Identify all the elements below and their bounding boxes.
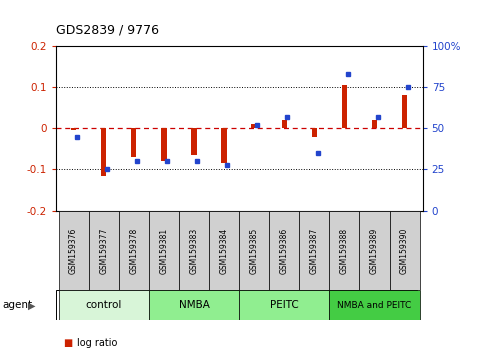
- Bar: [101, 128, 106, 176]
- Bar: [71, 128, 76, 130]
- Bar: [239, 290, 329, 320]
- Text: GSM159378: GSM159378: [129, 227, 138, 274]
- Text: GSM159389: GSM159389: [370, 227, 379, 274]
- Text: GSM159385: GSM159385: [250, 227, 258, 274]
- Text: ■: ■: [63, 338, 72, 348]
- Bar: [252, 124, 257, 128]
- Text: GDS2839 / 9776: GDS2839 / 9776: [56, 23, 158, 36]
- Bar: [161, 128, 167, 161]
- Bar: [389, 211, 420, 290]
- Text: PEITC: PEITC: [270, 300, 298, 310]
- Bar: [58, 211, 89, 290]
- Text: ▶: ▶: [28, 300, 36, 310]
- Text: GSM159390: GSM159390: [400, 227, 409, 274]
- Text: log ratio: log ratio: [77, 338, 118, 348]
- Text: GSM159388: GSM159388: [340, 227, 349, 274]
- Bar: [89, 211, 119, 290]
- Text: GSM159386: GSM159386: [280, 227, 289, 274]
- Bar: [341, 85, 347, 128]
- Bar: [312, 128, 317, 137]
- Bar: [149, 211, 179, 290]
- Bar: [329, 290, 420, 320]
- Bar: [299, 211, 329, 290]
- Bar: [119, 211, 149, 290]
- Text: GSM159383: GSM159383: [189, 227, 199, 274]
- Bar: [282, 120, 287, 128]
- Text: agent: agent: [2, 300, 32, 310]
- Bar: [179, 211, 209, 290]
- Bar: [359, 211, 389, 290]
- Bar: [221, 128, 227, 163]
- Bar: [209, 211, 239, 290]
- Bar: [329, 211, 359, 290]
- Text: GSM159377: GSM159377: [99, 227, 108, 274]
- Text: NMBA and PEITC: NMBA and PEITC: [337, 301, 412, 310]
- Bar: [402, 95, 407, 128]
- Bar: [239, 211, 269, 290]
- Bar: [372, 120, 377, 128]
- Bar: [58, 290, 149, 320]
- Bar: [131, 128, 137, 157]
- Text: GSM159387: GSM159387: [310, 227, 319, 274]
- Text: GSM159376: GSM159376: [69, 227, 78, 274]
- Text: GSM159381: GSM159381: [159, 227, 169, 274]
- Text: NMBA: NMBA: [179, 300, 210, 310]
- Bar: [269, 211, 299, 290]
- Text: GSM159384: GSM159384: [220, 227, 228, 274]
- Bar: [191, 128, 197, 155]
- Text: control: control: [85, 300, 122, 310]
- Bar: [149, 290, 239, 320]
